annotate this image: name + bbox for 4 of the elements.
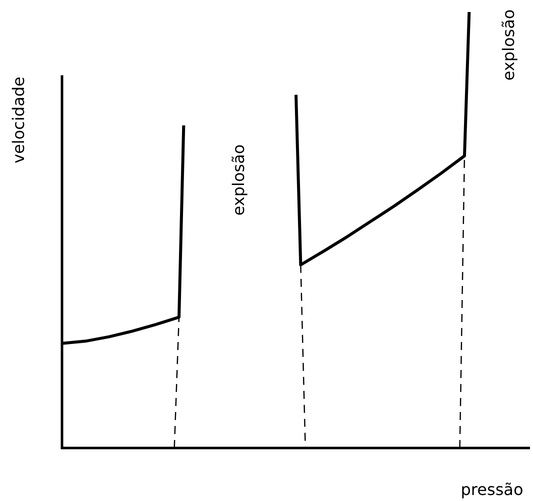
annotation: explosão [499, 9, 518, 81]
x-axis-title: pressão [460, 480, 524, 499]
y-axis-title: velocidade [9, 76, 28, 164]
annotation: explosão [229, 144, 248, 216]
